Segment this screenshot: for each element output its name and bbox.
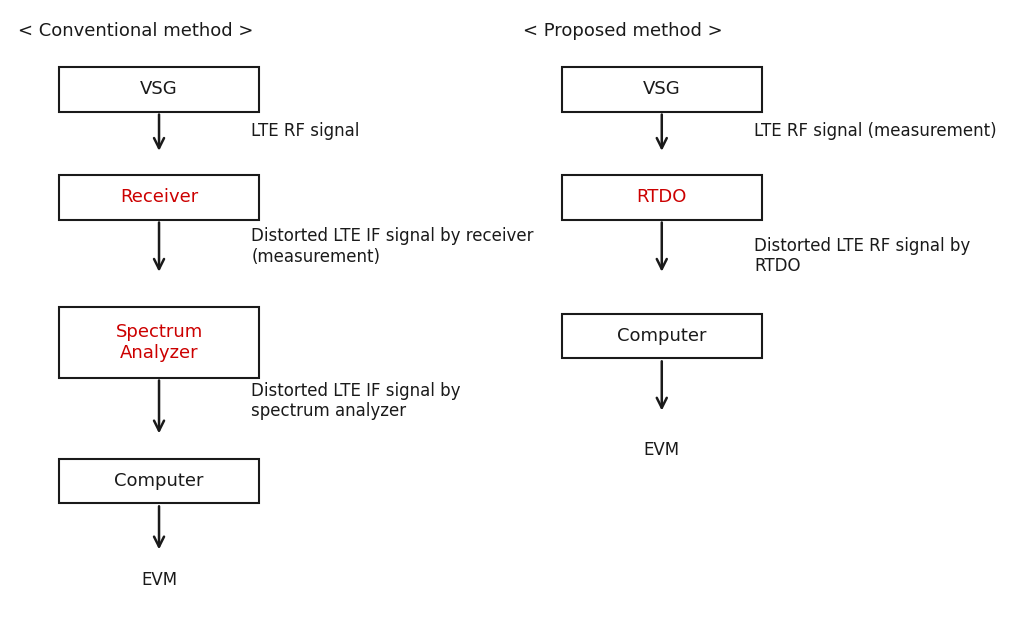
Text: LTE RF signal (measurement): LTE RF signal (measurement) bbox=[754, 122, 996, 140]
Text: Distorted LTE IF signal by receiver
(measurement): Distorted LTE IF signal by receiver (mea… bbox=[251, 227, 534, 265]
Text: < Conventional method >: < Conventional method > bbox=[18, 22, 253, 39]
Text: Distorted LTE IF signal by
spectrum analyzer: Distorted LTE IF signal by spectrum anal… bbox=[251, 382, 461, 420]
FancyBboxPatch shape bbox=[58, 459, 259, 503]
Text: Spectrum
Analyzer: Spectrum Analyzer bbox=[115, 323, 203, 362]
Text: VSG: VSG bbox=[141, 80, 177, 99]
Text: < Proposed method >: < Proposed method > bbox=[523, 22, 723, 39]
Text: LTE RF signal: LTE RF signal bbox=[251, 122, 360, 140]
FancyBboxPatch shape bbox=[58, 307, 259, 378]
Text: EVM: EVM bbox=[141, 571, 177, 589]
FancyBboxPatch shape bbox=[58, 67, 259, 112]
Text: EVM: EVM bbox=[643, 441, 680, 460]
FancyBboxPatch shape bbox=[562, 314, 761, 358]
FancyBboxPatch shape bbox=[562, 67, 761, 112]
Text: Computer: Computer bbox=[114, 472, 204, 491]
Text: Computer: Computer bbox=[617, 327, 707, 346]
FancyBboxPatch shape bbox=[58, 175, 259, 220]
Text: VSG: VSG bbox=[643, 80, 680, 99]
FancyBboxPatch shape bbox=[562, 175, 761, 220]
Text: RTDO: RTDO bbox=[636, 188, 687, 207]
Text: Receiver: Receiver bbox=[120, 188, 198, 207]
Text: Distorted LTE RF signal by
RTDO: Distorted LTE RF signal by RTDO bbox=[754, 237, 971, 275]
